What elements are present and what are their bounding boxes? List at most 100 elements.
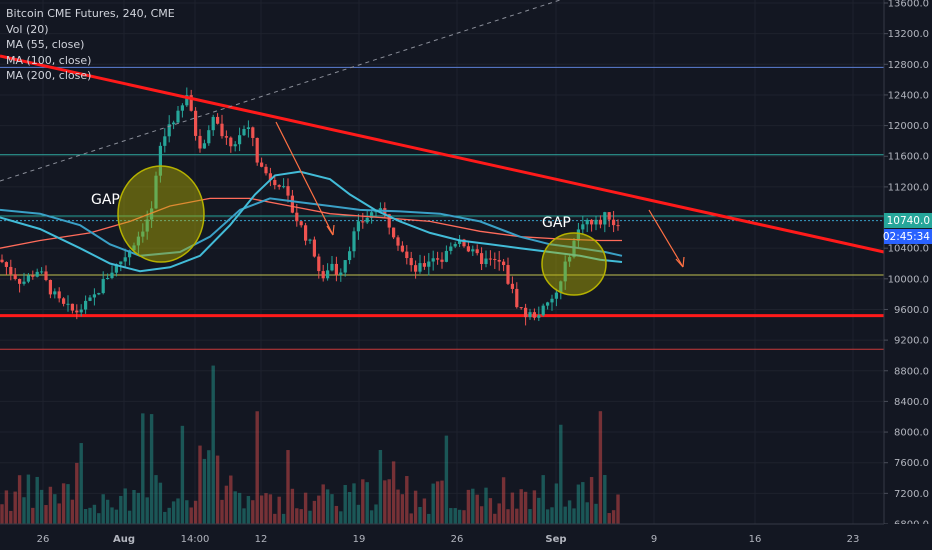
gap-markers[interactable]: GAP GAP bbox=[91, 165, 607, 296]
candle-body bbox=[480, 253, 484, 264]
candle-body bbox=[339, 272, 343, 275]
candle-body bbox=[35, 271, 39, 277]
candle-body bbox=[392, 227, 396, 238]
candle-body bbox=[361, 221, 365, 223]
candle-body bbox=[295, 212, 299, 222]
volume-bar bbox=[374, 504, 378, 524]
volume-bar bbox=[237, 492, 242, 524]
volume-bar bbox=[317, 495, 321, 524]
volume-bar bbox=[185, 500, 189, 524]
volume-bar bbox=[290, 488, 295, 524]
volume-bar bbox=[66, 484, 70, 524]
candle-body bbox=[70, 303, 74, 311]
legend-title: Bitcoin CME Futures, 240, CME bbox=[6, 7, 175, 20]
volume-bar bbox=[378, 449, 383, 524]
volume-bar bbox=[114, 509, 119, 524]
volume-bar bbox=[576, 484, 581, 524]
candle-body bbox=[440, 259, 444, 262]
volume-bar bbox=[281, 513, 286, 524]
volume-bar bbox=[105, 499, 110, 524]
volume-bar bbox=[97, 513, 101, 524]
volume-bar bbox=[484, 487, 488, 524]
volume-bar bbox=[369, 510, 374, 524]
arrow-2-head bbox=[675, 256, 685, 268]
candle-body bbox=[449, 246, 453, 251]
price-tick-label: 10400.0 bbox=[888, 244, 929, 255]
candlesticks bbox=[0, 87, 620, 326]
candle-body bbox=[396, 237, 400, 246]
volume-bar bbox=[242, 508, 246, 524]
price-tick-label: 7200.0 bbox=[894, 489, 929, 500]
dashed-trendline bbox=[0, 0, 561, 182]
volume-bar bbox=[466, 489, 471, 524]
candle-body bbox=[185, 95, 189, 106]
legend-study-ma100[interactable]: MA (100, close) bbox=[6, 53, 92, 67]
volume-bar bbox=[616, 494, 620, 524]
legend-study-vol[interactable]: Vol (20) bbox=[6, 22, 49, 36]
candle-body bbox=[242, 129, 246, 136]
volume-bar bbox=[255, 411, 259, 524]
candle-body bbox=[510, 283, 514, 289]
price-tick-label: 8000.0 bbox=[894, 428, 929, 439]
volume-bar bbox=[387, 479, 391, 524]
legend-study-ma200[interactable]: MA (200, close) bbox=[6, 69, 92, 82]
time-axis[interactable] bbox=[0, 524, 932, 550]
candle-body bbox=[180, 105, 184, 111]
candle-body bbox=[370, 212, 374, 218]
legend-study-ma55[interactable]: MA (55, close) bbox=[6, 38, 85, 51]
candle-body bbox=[348, 251, 352, 261]
candle-body bbox=[0, 259, 4, 263]
price-axis[interactable] bbox=[884, 0, 932, 524]
volume-bar bbox=[39, 489, 44, 524]
candle-body bbox=[312, 239, 316, 257]
volume-bar bbox=[325, 489, 330, 524]
candle-body bbox=[145, 219, 149, 232]
countdown-badge bbox=[884, 229, 932, 244]
volume-bar bbox=[61, 483, 66, 524]
volume-bar bbox=[264, 493, 268, 524]
candle-body bbox=[167, 124, 171, 137]
candle-body bbox=[150, 208, 154, 220]
candle-body bbox=[400, 245, 404, 252]
last-price-text: 10740.0 bbox=[887, 215, 930, 227]
candle-body bbox=[264, 166, 268, 174]
candle-body bbox=[4, 262, 8, 267]
candle-body bbox=[585, 219, 589, 225]
trendline-drawings[interactable] bbox=[0, 0, 885, 268]
arrow-1 bbox=[275, 121, 334, 236]
volume-bar bbox=[550, 507, 554, 524]
candle-body bbox=[537, 315, 541, 318]
candle-body bbox=[22, 281, 26, 284]
candle-body bbox=[352, 231, 356, 252]
candle-body bbox=[343, 260, 347, 273]
volume-bar bbox=[22, 497, 26, 524]
volume-bar bbox=[449, 508, 453, 524]
volume-bar bbox=[519, 489, 523, 524]
candle-body bbox=[528, 312, 532, 318]
volume-bar bbox=[273, 513, 277, 524]
volume-bar bbox=[149, 414, 154, 524]
candle-body bbox=[97, 293, 101, 295]
price-tick-label: 11600.0 bbox=[888, 152, 929, 163]
candle-body bbox=[128, 250, 132, 258]
volume-bar bbox=[563, 506, 567, 524]
gap-ellipse-left bbox=[117, 165, 205, 263]
candle-body bbox=[176, 110, 180, 123]
candle-body bbox=[18, 278, 22, 284]
candle-body bbox=[546, 302, 550, 306]
volume-bar bbox=[493, 513, 497, 524]
candle-body bbox=[255, 137, 259, 163]
candle-body bbox=[123, 257, 127, 262]
candle-body bbox=[220, 123, 224, 137]
volume-bar bbox=[48, 486, 53, 524]
volume-bar bbox=[510, 492, 515, 524]
volume-bar bbox=[53, 494, 57, 524]
volume-bar bbox=[101, 494, 105, 524]
candle-body bbox=[365, 217, 369, 223]
candle-body bbox=[75, 310, 79, 313]
candle-body bbox=[431, 258, 435, 262]
arrow-1-head bbox=[326, 224, 335, 236]
volume-bar bbox=[220, 499, 224, 524]
candle-body bbox=[603, 212, 607, 225]
